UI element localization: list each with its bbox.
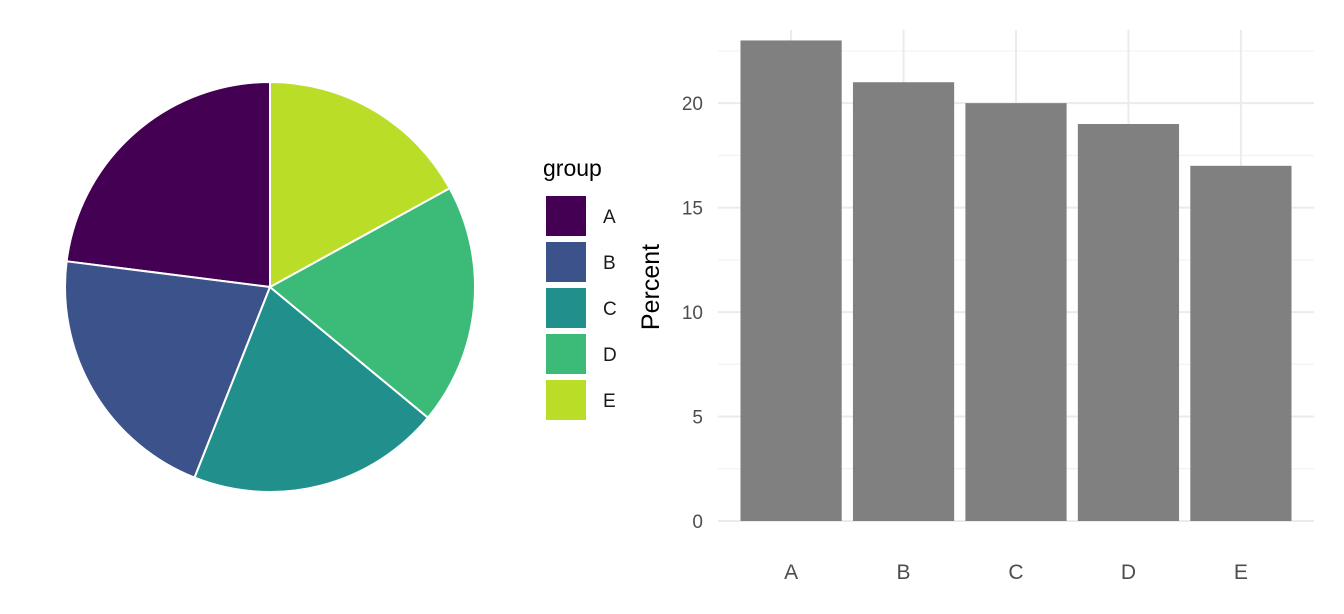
legend-label-d: D (603, 345, 617, 366)
y-tick-label: 20 (682, 94, 703, 115)
legend-key-e (546, 380, 586, 420)
legend-key-c (546, 288, 586, 328)
x-tick-label: B (897, 561, 911, 584)
bar-d (1077, 124, 1180, 522)
legend-label-b: B (603, 253, 616, 274)
pie-slice-a (65, 80, 271, 289)
bar-c (965, 103, 1067, 521)
pie-slice-c (193, 285, 430, 493)
legend-label-a: A (603, 207, 616, 228)
legend-key-b (546, 242, 586, 282)
bar-b (852, 82, 955, 521)
y-tick-label: 10 (682, 303, 703, 324)
x-tick-label: C (1008, 561, 1023, 584)
pie-slice-e (269, 80, 451, 289)
legend-label-e: E (603, 391, 616, 412)
x-tick-label: D (1121, 561, 1136, 584)
y-tick-label: 15 (682, 199, 703, 220)
legend-title: group (543, 155, 602, 181)
pie-slice-d (268, 186, 476, 420)
y-tick-label: 0 (692, 512, 703, 533)
legend-key-d (546, 334, 586, 374)
pie-chart: group A B C D E (64, 80, 617, 493)
x-tick-label: A (784, 561, 798, 584)
legend-label-c: C (603, 299, 617, 320)
y-tick-label: 5 (692, 408, 703, 429)
pie-slice-b (64, 260, 272, 479)
x-tick-label: E (1234, 561, 1248, 584)
legend-key-a (546, 196, 586, 236)
bar-a (740, 40, 842, 521)
bar-e (1190, 165, 1292, 521)
